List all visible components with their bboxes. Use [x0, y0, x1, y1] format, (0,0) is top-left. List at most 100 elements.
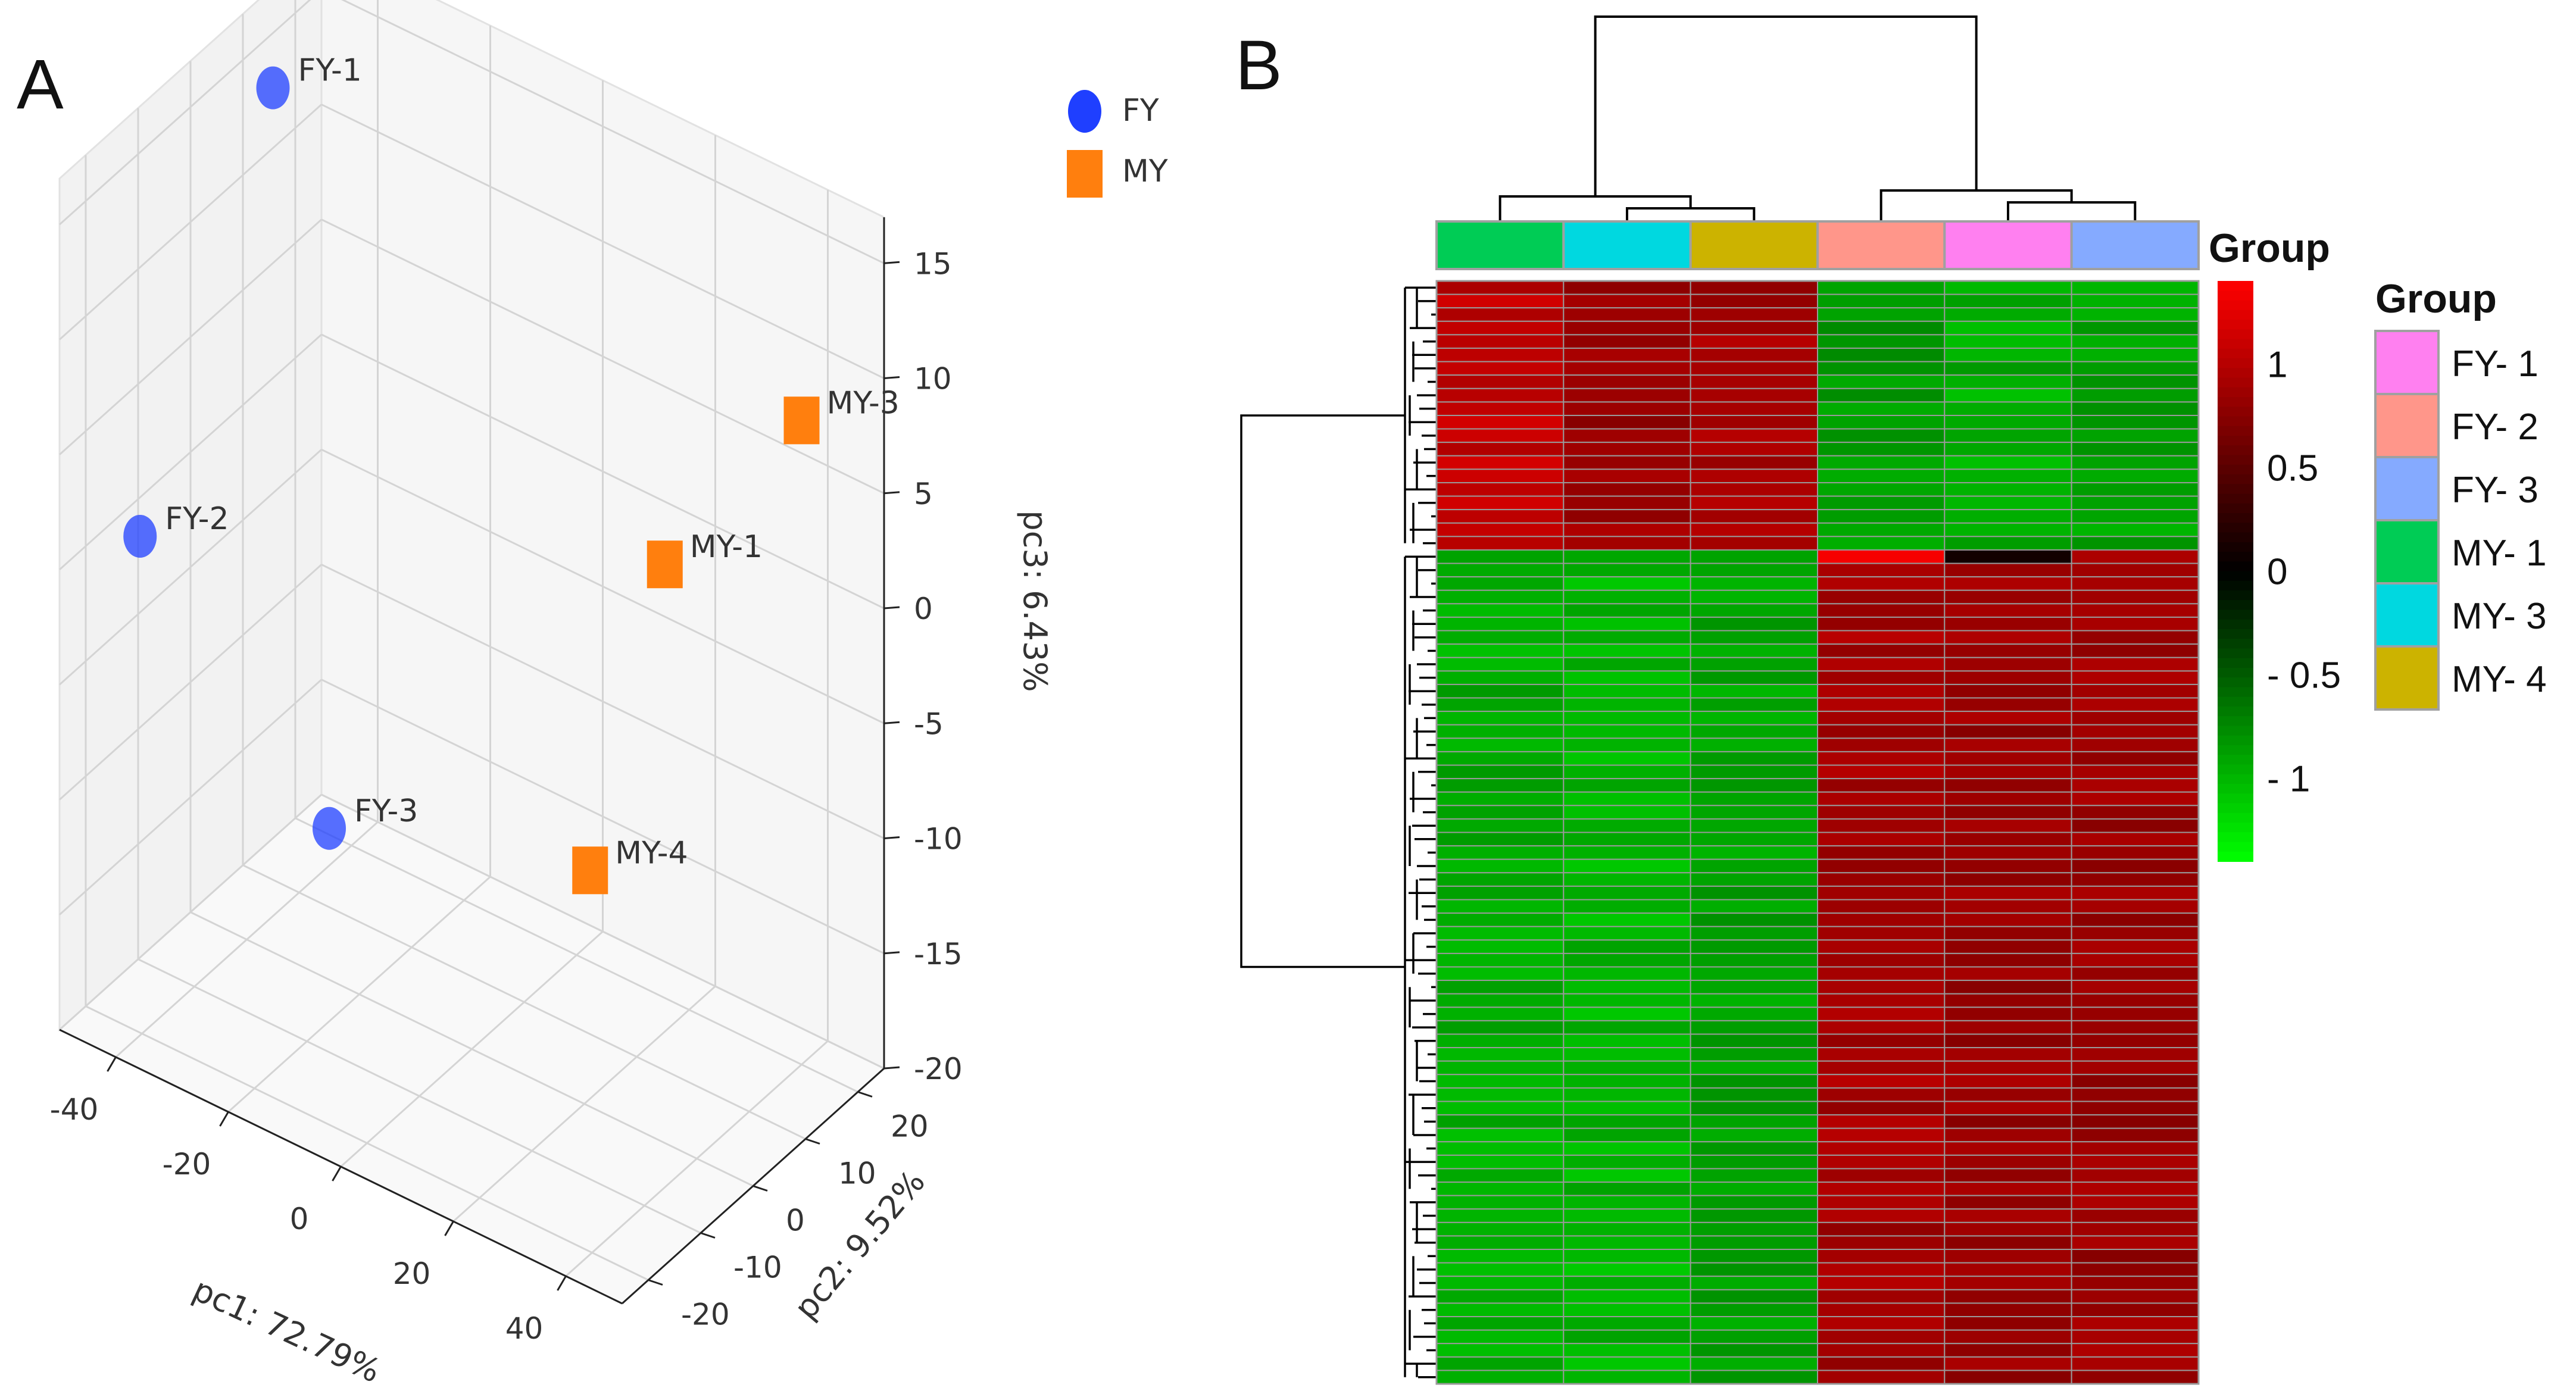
- heatmap-cell: [2071, 549, 2200, 564]
- group-legend-label: MY- 3: [2452, 596, 2547, 637]
- heatmap-cell: [1563, 603, 1691, 618]
- heatmap-cell: [2071, 1074, 2200, 1089]
- colorbar-segment: [2218, 571, 2253, 582]
- heatmap-cell: [1436, 562, 1565, 578]
- heatmap-cell: [1817, 1141, 1946, 1156]
- pca-grid-line: [58, 333, 323, 571]
- heatmap-cell: [2071, 1127, 2200, 1143]
- heatmap-cell: [1690, 347, 1819, 362]
- heatmap-cell: [2071, 1087, 2200, 1102]
- heatmap-cell: [1690, 428, 1819, 443]
- heatmap-cell: [1817, 697, 1946, 712]
- annotation-cell-my-1: [1435, 220, 1565, 270]
- heatmap-cell: [1690, 966, 1819, 982]
- colorbar-segment: [2218, 407, 2253, 417]
- heatmap-cell: [1563, 1060, 1691, 1076]
- heatmap-cell: [1944, 764, 2072, 780]
- heatmap-cell: [1817, 536, 1946, 551]
- heatmap-cell: [1436, 939, 1565, 954]
- heatmap-cell: [2071, 374, 2200, 389]
- heatmap-cell: [1436, 468, 1565, 483]
- heatmap-cell: [1817, 926, 1946, 941]
- heatmap-cell: [2071, 845, 2200, 860]
- group-legend: Group FY- 1 FY- 2 FY- 3 MY- 1 MY- 3 MY- 4: [2374, 276, 2547, 711]
- heatmap-cell: [1436, 387, 1565, 403]
- heatmap-cell: [1817, 401, 1946, 416]
- heatmap-cell: [1563, 1262, 1691, 1277]
- heatmap-cell: [1944, 993, 2072, 1008]
- heatmap-cell: [1817, 1047, 1946, 1062]
- pca-x-tick: [557, 1276, 567, 1291]
- annotation-cell-my-4: [1689, 220, 1819, 270]
- heatmap-cell: [1563, 1182, 1691, 1196]
- heatmap-cell: [1690, 468, 1819, 483]
- colorbar-segment: [2218, 687, 2253, 698]
- heatmap-cell: [1436, 1356, 1565, 1371]
- heatmap-cell: [1944, 1020, 2072, 1035]
- annotation-cell-my-3: [1562, 220, 1692, 270]
- heatmap-cell: [1690, 374, 1819, 389]
- heatmap-cell: [1690, 1302, 1819, 1318]
- colorbar-segment: [2218, 677, 2253, 688]
- heatmap-cell: [1563, 1289, 1691, 1304]
- heatmap-cell: [1944, 966, 2072, 982]
- heatmap-cell: [2071, 401, 2200, 416]
- heatmap-cell: [1436, 1074, 1565, 1089]
- heatmap-cell: [1817, 724, 1946, 739]
- heatmap-cell: [2071, 1289, 2200, 1304]
- heatmap-cell: [1817, 845, 1946, 860]
- heatmap-cell: [1944, 818, 2072, 833]
- heatmap-cell: [1563, 1370, 1691, 1384]
- heatmap-cell: [1690, 899, 1819, 914]
- heatmap-cell: [1690, 1114, 1819, 1129]
- heatmap-cell: [1690, 549, 1819, 564]
- pca-z-tick: [883, 1066, 900, 1070]
- group-legend-swatch: [2374, 645, 2440, 711]
- heatmap-cell: [1690, 455, 1819, 470]
- heatmap-cell: [1690, 805, 1819, 820]
- annotation-cell-fy-3: [2070, 220, 2200, 270]
- heatmap-cell: [1436, 912, 1565, 927]
- pca-grid-line: [58, 564, 323, 801]
- heatmap-cell: [1817, 603, 1946, 618]
- heatmap-cell: [2071, 751, 2200, 766]
- heatmap-cell: [1817, 374, 1946, 389]
- heatmap-cell: [1563, 630, 1691, 645]
- heatmap-cell: [1944, 603, 2072, 618]
- pca-y-tick-label: -10: [733, 1251, 782, 1285]
- heatmap-cell: [2071, 589, 2200, 605]
- pca-grid-line: [58, 793, 323, 1031]
- heatmap-cell: [1690, 562, 1819, 578]
- heatmap-cell: [1690, 993, 1819, 1008]
- heatmap-cell: [1817, 589, 1946, 605]
- heatmap-cell: [1690, 926, 1819, 941]
- heatmap-cell: [1944, 1154, 2072, 1170]
- heatmap-cell: [1817, 1168, 1946, 1183]
- colorbar-segment: [2218, 696, 2253, 707]
- heatmap-cell: [1436, 401, 1565, 416]
- heatmap-cell: [1944, 576, 2072, 591]
- pca-y-tick: [700, 1232, 716, 1239]
- heatmap-cell: [1944, 1262, 2072, 1277]
- heatmap-cell: [1817, 1154, 1946, 1170]
- colorbar-segment: [2218, 648, 2253, 659]
- pca-y-tick: [648, 1279, 663, 1286]
- colorbar-segment: [2218, 812, 2253, 823]
- heatmap-cell: [1563, 576, 1691, 591]
- heatmap-cell: [1944, 334, 2072, 349]
- heatmap-cell: [2071, 980, 2200, 995]
- heatmap-cell: [1563, 293, 1691, 309]
- heatmap-cell: [1944, 1370, 2072, 1384]
- pca-z-tick: [883, 836, 900, 840]
- annotation-cell-fy-2: [1816, 220, 1946, 270]
- heatmap-cell: [1944, 482, 2072, 497]
- heatmap-cell: [1436, 1302, 1565, 1318]
- pca-x-tick: [444, 1221, 454, 1236]
- heatmap-cell: [1817, 939, 1946, 954]
- heatmap-cell: [1817, 711, 1946, 726]
- heatmap-cell: [1563, 805, 1691, 820]
- heatmap-cell: [1563, 1221, 1691, 1237]
- heatmap-cell: [1690, 1020, 1819, 1035]
- heatmap-cell: [1563, 1101, 1691, 1116]
- pca-grid-line: [321, 448, 885, 724]
